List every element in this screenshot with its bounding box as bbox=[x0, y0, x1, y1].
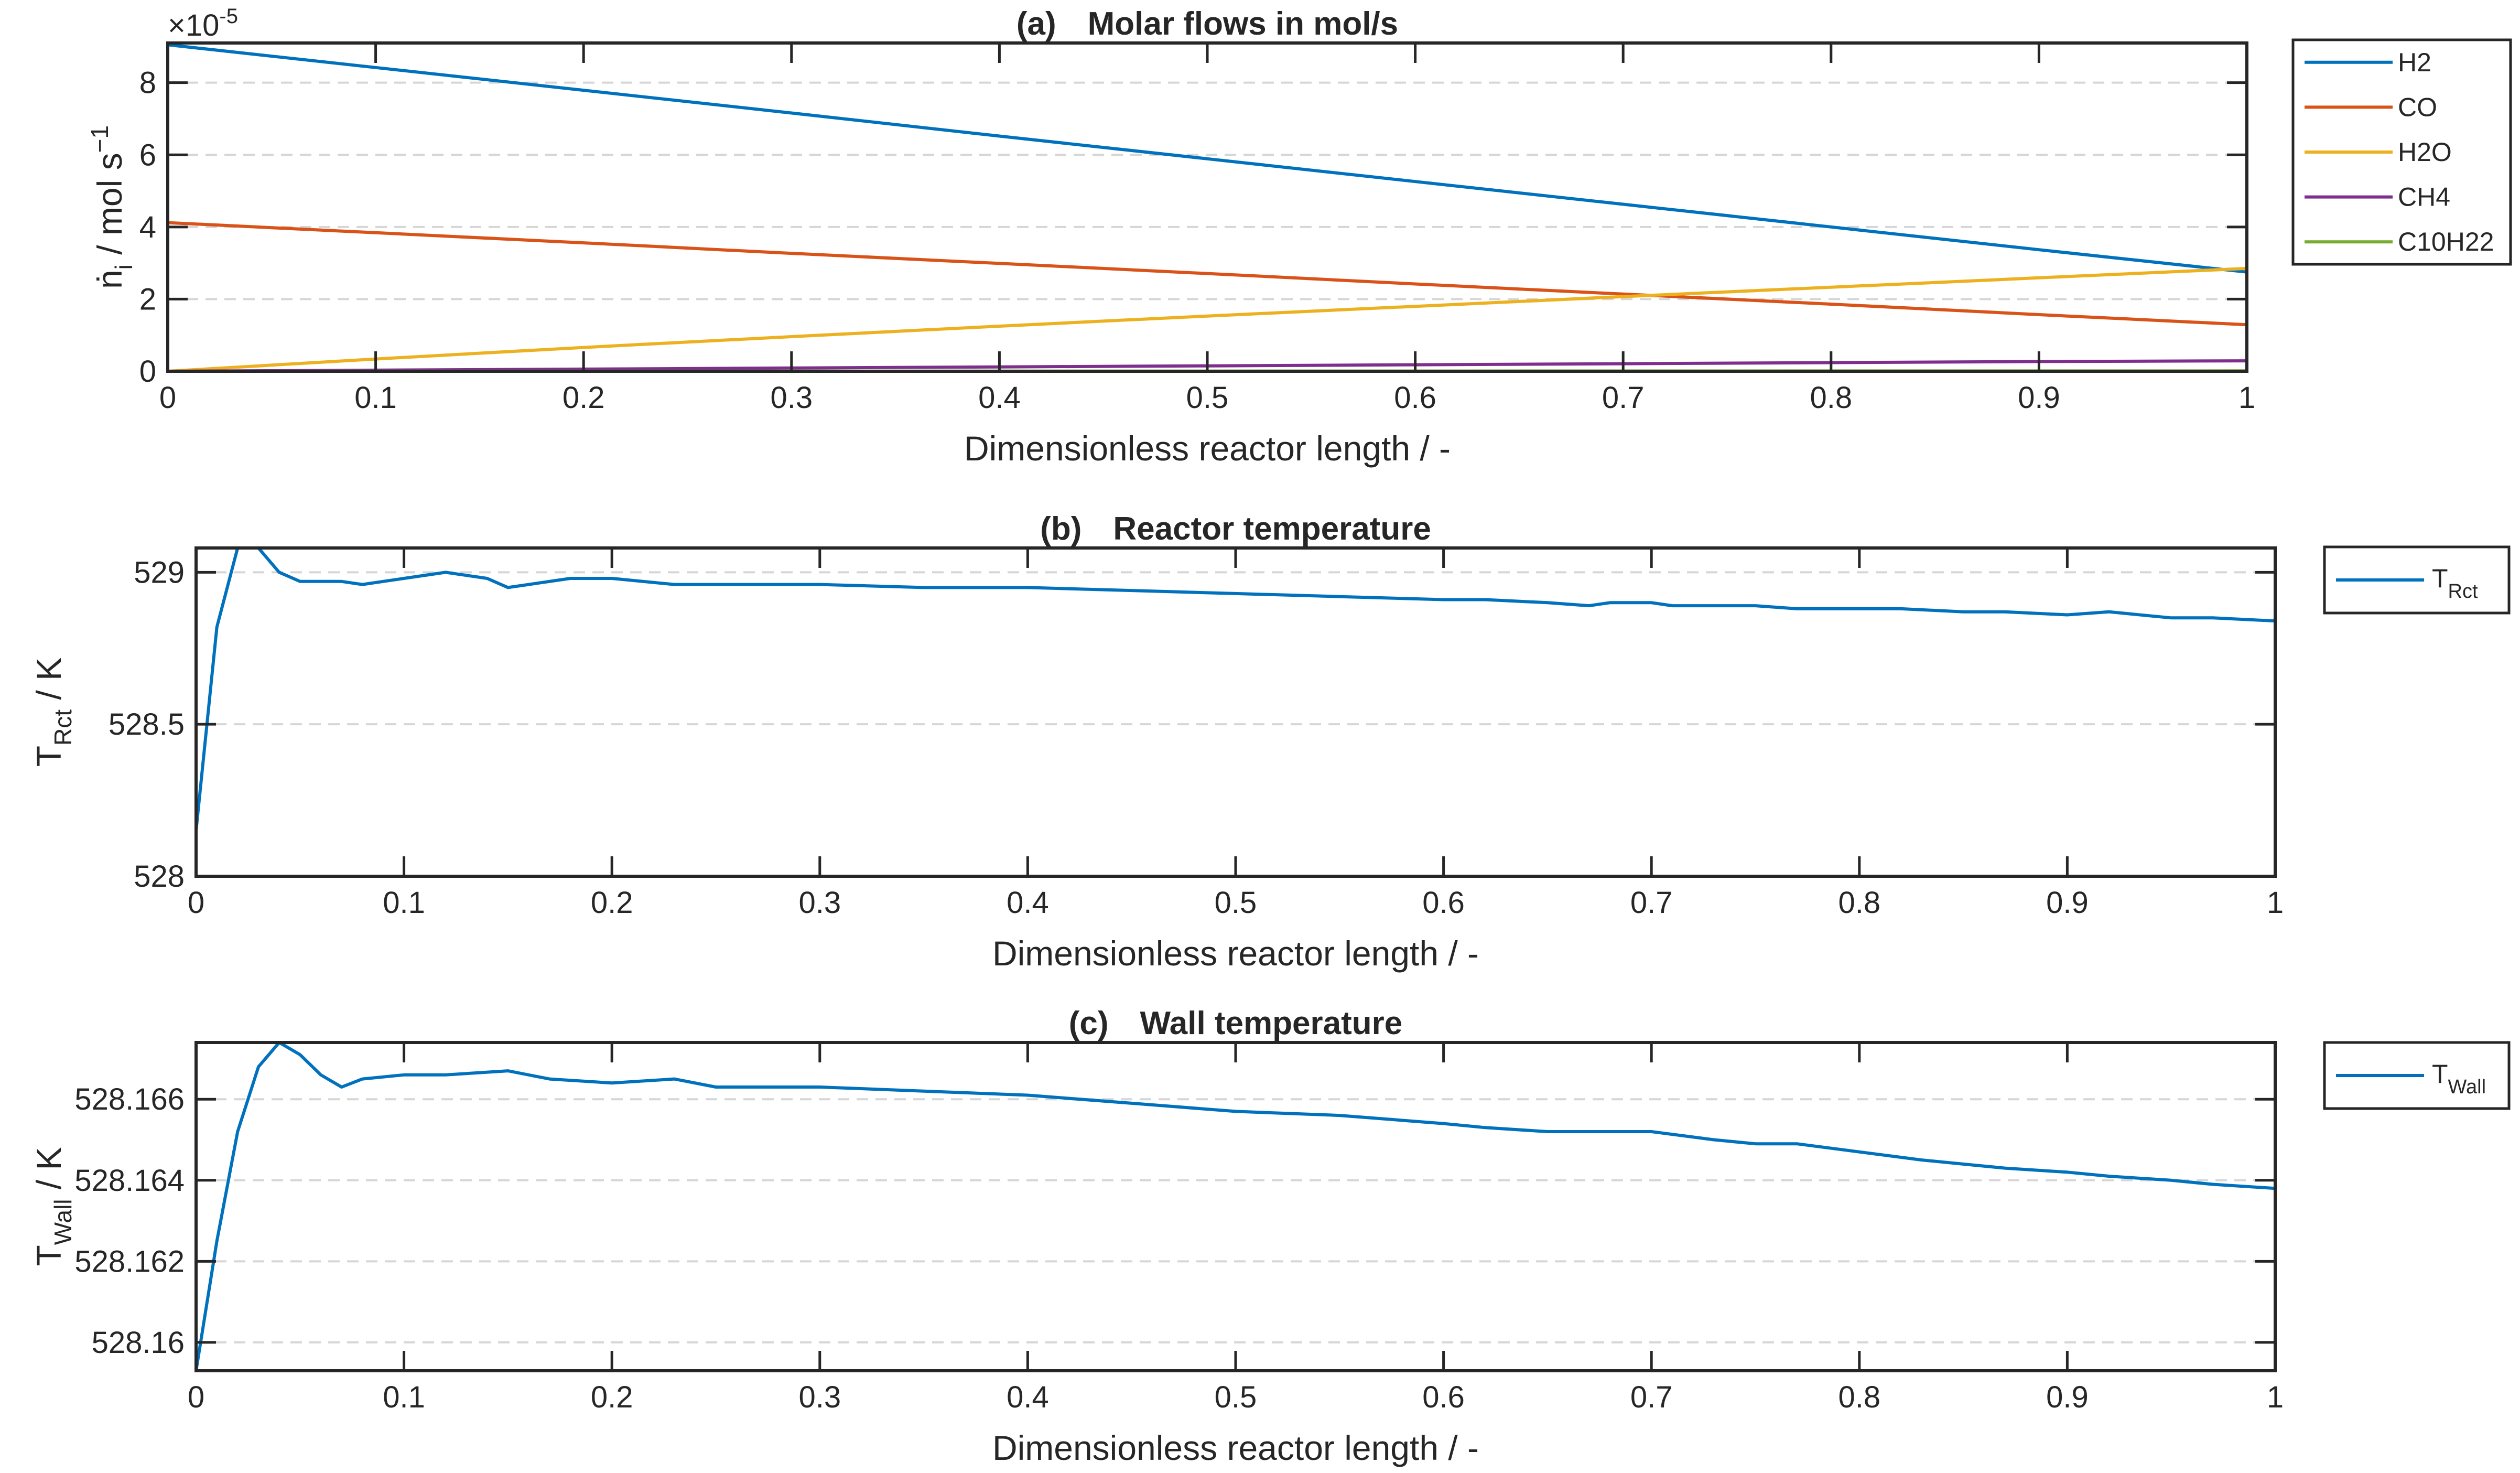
x-tick-label: 0.9 bbox=[2046, 1380, 2089, 1414]
axes-box bbox=[166, 41, 2248, 373]
legend-label-co: CO bbox=[2398, 92, 2437, 122]
series-line-co bbox=[167, 221, 2247, 327]
x-tick-label: 0.8 bbox=[1838, 1380, 1880, 1414]
y-tick-label: 4 bbox=[139, 210, 156, 244]
x-tick-label: 1 bbox=[2267, 886, 2284, 920]
panel-title: (c) Wall temperature bbox=[1069, 1005, 1403, 1041]
legend-label-c10h22: C10H22 bbox=[2398, 227, 2494, 256]
x-tick-label: 0.4 bbox=[978, 381, 1021, 415]
panel-title-text: Wall temperature bbox=[1140, 1005, 1403, 1041]
axes-box bbox=[194, 546, 2277, 878]
panel-title: (b) Reactor temperature bbox=[1040, 511, 1431, 547]
series-line-twall bbox=[194, 1041, 2276, 1371]
y-axis-label: TWall / K bbox=[29, 1147, 77, 1266]
x-tick-label: 0 bbox=[159, 381, 176, 415]
axes-box bbox=[194, 1041, 2277, 1372]
legend-label-h2: H2 bbox=[2398, 48, 2431, 77]
x-tick-label: 0.7 bbox=[1602, 381, 1645, 415]
x-tick-label: 0.2 bbox=[591, 886, 633, 920]
panel-a: 0 0.1 0.2 0.3 0.4 0.5 0.6 0.7 0.8 0.9 1 0 2 4 6 8 ×10-5 (… bbox=[86, 5, 2512, 468]
x-tick-label: 0.8 bbox=[1810, 381, 1852, 415]
x-axis-label: Dimensionless reactor length / - bbox=[964, 429, 1451, 468]
x-tick-label: 0.6 bbox=[1394, 381, 1436, 415]
x-tick-label: 1 bbox=[2267, 1380, 2284, 1414]
x-tick-label: 0.4 bbox=[1007, 1380, 1049, 1414]
x-tick-label: 0.3 bbox=[770, 381, 813, 415]
panel-title-text: Molar flows in mol/s bbox=[1088, 6, 1399, 42]
series-line-h2 bbox=[167, 43, 2247, 274]
y-exponent-label: ×10-5 bbox=[168, 5, 238, 42]
series-line-h2o bbox=[167, 266, 2247, 373]
x-tick-label: 0.6 bbox=[1422, 886, 1465, 920]
x-tick-label: 0.2 bbox=[591, 1380, 633, 1414]
y-axis-label: TRct / K bbox=[29, 658, 77, 767]
x-tick-label: 0.9 bbox=[2046, 886, 2089, 920]
legend: TRct bbox=[2323, 545, 2511, 615]
y-tick-label: 528.162 bbox=[74, 1244, 185, 1278]
x-axis-label: Dimensionless reactor length / - bbox=[992, 1428, 1479, 1467]
x-tick-label: 0.8 bbox=[1838, 886, 1880, 920]
panel-letter: (c) bbox=[1069, 1005, 1109, 1041]
x-tick-label: 0.1 bbox=[383, 886, 425, 920]
x-tick-label: 0.7 bbox=[1630, 1380, 1673, 1414]
x-tick-label: 0.2 bbox=[563, 381, 605, 415]
y-tick-label: 8 bbox=[139, 66, 156, 100]
x-tick-label: 0.6 bbox=[1422, 1380, 1465, 1414]
x-axis-label: Dimensionless reactor length / - bbox=[992, 934, 1479, 973]
x-tick-label: 0 bbox=[188, 886, 204, 920]
y-tick-label: 528.164 bbox=[74, 1164, 185, 1198]
panel-letter: (a) bbox=[1016, 6, 1056, 42]
y-exponent-power: -5 bbox=[219, 5, 238, 28]
y-tick-label: 528.5 bbox=[109, 707, 185, 741]
x-tick-label: 1 bbox=[2238, 381, 2255, 415]
legend-label-h2o: H2O bbox=[2398, 137, 2452, 167]
legend-label: TRct bbox=[2432, 564, 2478, 603]
y-tick-label: 528 bbox=[134, 859, 185, 894]
x-tick-label: 0.7 bbox=[1630, 886, 1673, 920]
panel-c: 0 0.1 0.2 0.3 0.4 0.5 0.6 0.7 0.8 0.9 1 528.16 528.1… bbox=[29, 1005, 2511, 1467]
panel-title-text: Reactor temperature bbox=[1113, 511, 1431, 547]
x-tick-label: 0.5 bbox=[1215, 886, 1257, 920]
x-tick-label: 0.1 bbox=[354, 381, 397, 415]
legend-label: TWall bbox=[2432, 1059, 2486, 1098]
x-tick-label: 0.1 bbox=[383, 1380, 425, 1414]
y-tick-label: 6 bbox=[139, 138, 156, 172]
y-tick-label: 0 bbox=[139, 354, 156, 389]
x-tick-label: 0.9 bbox=[2018, 381, 2060, 415]
y-tick-label: 2 bbox=[139, 282, 156, 316]
legend: TWall bbox=[2323, 1041, 2511, 1110]
x-tick-label: 0.3 bbox=[798, 1380, 841, 1414]
y-tick-label: 528.16 bbox=[92, 1326, 185, 1360]
panel-b: 0 0.1 0.2 0.3 0.4 0.5 0.6 0.7 0.8 0.9 1 528 528.5 529… bbox=[29, 511, 2511, 973]
panel-letter: (b) bbox=[1040, 511, 1081, 547]
x-tick-label: 0.5 bbox=[1186, 381, 1229, 415]
x-tick-label: 0.5 bbox=[1215, 1380, 1257, 1414]
x-tick-label: 0.4 bbox=[1007, 886, 1049, 920]
panel-title: (a) Molar flows in mol/s bbox=[1016, 6, 1398, 42]
series-line-trct bbox=[194, 546, 2276, 831]
x-tick-label: 0 bbox=[188, 1380, 204, 1414]
y-tick-label: 529 bbox=[134, 555, 185, 589]
y-tick-label: 528.166 bbox=[74, 1082, 185, 1116]
x-tick-label: 0.3 bbox=[798, 886, 841, 920]
legend-label-ch4: CH4 bbox=[2398, 182, 2450, 212]
legend: H2 CO H2O CH4 C10H22 bbox=[2291, 38, 2512, 266]
y-axis-label: ṅi / mol s−1 bbox=[86, 125, 137, 289]
